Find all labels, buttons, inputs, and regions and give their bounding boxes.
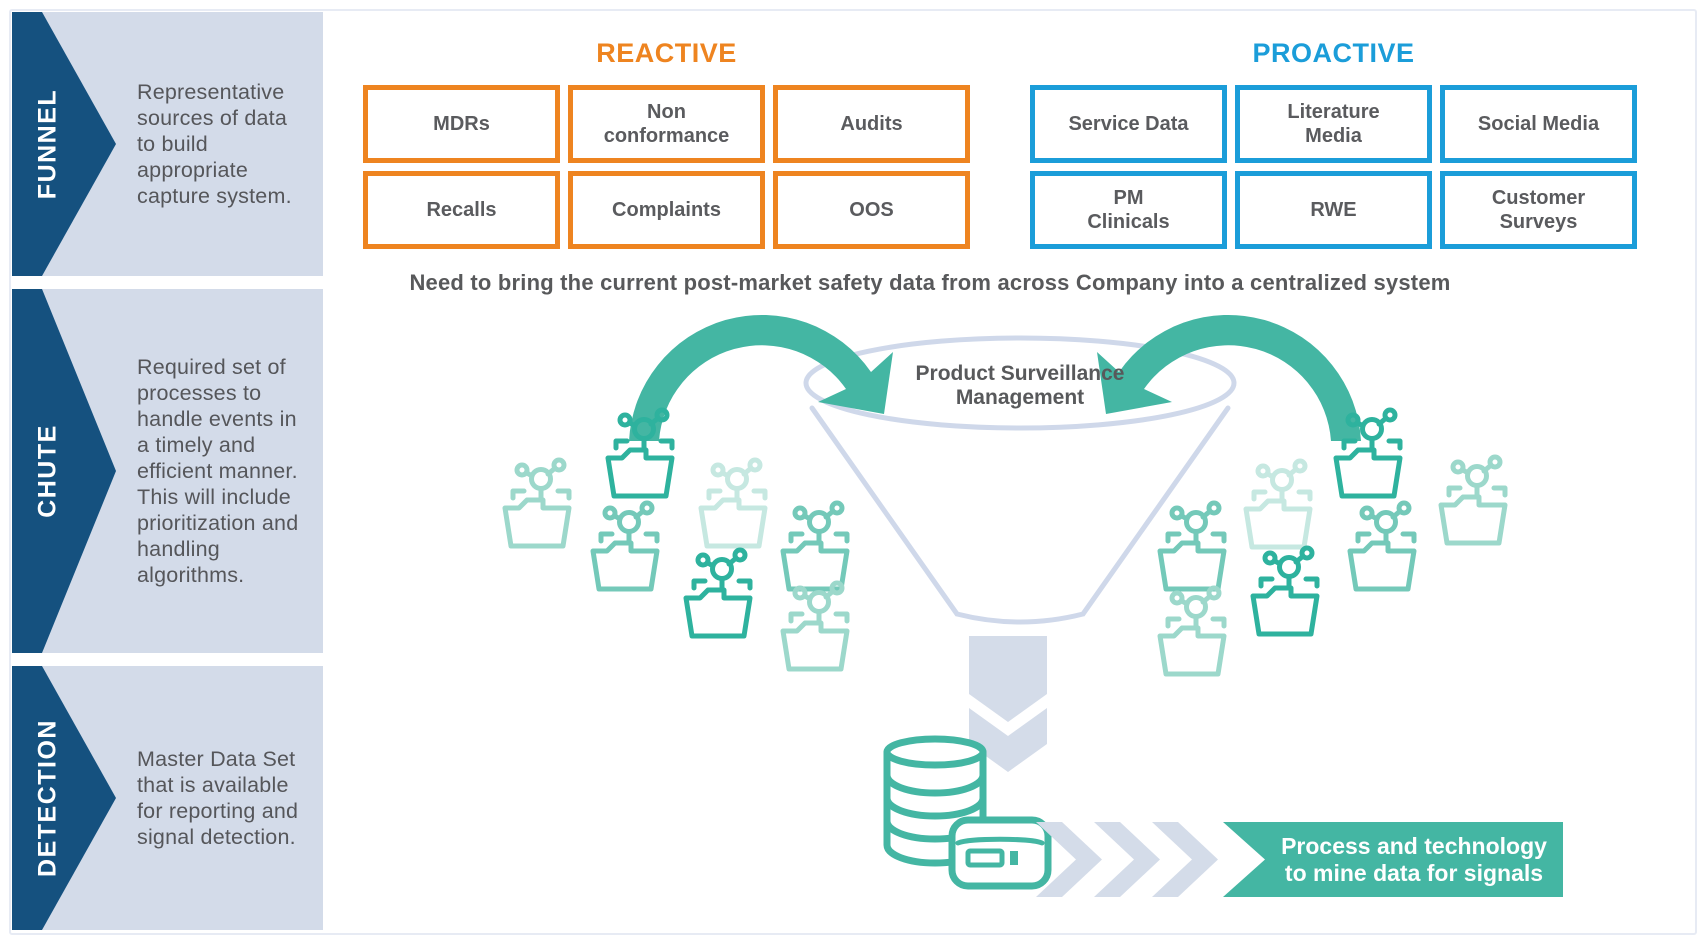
- source-box-label: Service Data: [1068, 113, 1189, 135]
- source-box-label: Audits: [840, 113, 903, 135]
- right-data-folder-icon: [1441, 457, 1505, 543]
- right-data-folder-icon: [1160, 588, 1224, 674]
- flow-arrow-right-icon: [1097, 314, 1361, 441]
- funnel-section-description: Representative sources of data to build …: [137, 80, 292, 208]
- down-arrow-icon: [969, 636, 1047, 772]
- database-icon: [883, 735, 1052, 890]
- source-box-social-media: Social Media: [1440, 85, 1637, 163]
- source-box-audits: Audits: [773, 85, 970, 163]
- sidebar-section-funnel: FUNNEL Representative sources of data to…: [12, 12, 323, 276]
- source-box-label: RWE: [1310, 199, 1357, 221]
- left-data-folder-icon: [701, 460, 765, 546]
- right-folder-cluster: [1160, 410, 1505, 674]
- source-box-label: MDRs: [433, 113, 490, 135]
- source-box-oos: OOS: [773, 171, 970, 249]
- outcome-banner-label: Process and technology to mine data for …: [1281, 832, 1547, 886]
- sidebar-section-detection: DETECTION Master Data Set that is availa…: [12, 666, 323, 930]
- source-box-label: Complaints: [612, 199, 721, 221]
- outcome-banner: Process and technology to mine data for …: [1223, 822, 1563, 897]
- source-box-pm-clinicals: PM Clinicals: [1030, 171, 1227, 249]
- source-box-recalls: Recalls: [363, 171, 560, 249]
- reactive-source-grid: MDRs Non conformance Audits Recalls Complain…: [363, 85, 970, 249]
- flow-arrow-left-icon: [629, 314, 893, 441]
- source-box-label: Recalls: [426, 199, 497, 221]
- right-data-folder-icon: [1246, 461, 1310, 547]
- funnel-outline: [803, 335, 1237, 625]
- flow-arrows: [629, 314, 1361, 441]
- source-box-non-conformance: Non conformance: [568, 85, 765, 163]
- source-box-label: Customer Surveys: [1491, 187, 1586, 233]
- source-box-label: OOS: [849, 199, 894, 221]
- headline-text: Need to bring the current post-market sa…: [409, 270, 1451, 295]
- sidebar-section-chute: CHUTE Required set of processes to handl…: [12, 289, 323, 653]
- source-box-complaints: Complaints: [568, 171, 765, 249]
- chevron-flow: [1036, 822, 1218, 897]
- source-box-service-data: Service Data: [1030, 85, 1227, 163]
- right-data-folder-icon: [1160, 503, 1224, 589]
- chevron-right-icon: [1094, 822, 1160, 897]
- left-data-folder-icon: [593, 503, 657, 589]
- source-box-label: Literature Media: [1287, 101, 1380, 147]
- proactive-source-grid: Service Data Literature Media Social Media…: [1030, 85, 1637, 249]
- reactive-title: REACTIVE: [596, 38, 737, 68]
- left-data-folder-icon: [608, 410, 672, 496]
- left-data-folder-icon: [505, 460, 569, 546]
- source-box-customer-surveys: Customer Surveys: [1440, 171, 1637, 249]
- chute-section-description: Required set of processes to handle even…: [137, 355, 299, 587]
- detection-section-description: Master Data Set that is available for re…: [137, 747, 299, 849]
- source-box-literature-media: Literature Media: [1235, 85, 1432, 163]
- right-data-folder-icon: [1253, 548, 1317, 634]
- right-data-folder-icon: [1350, 503, 1414, 589]
- left-data-folder-icon: [783, 503, 847, 589]
- source-box-label: Social Media: [1477, 113, 1600, 135]
- left-folder-cluster: [505, 410, 847, 669]
- source-box-rwe: RWE: [1235, 171, 1432, 249]
- source-box-label: PM Clinicals: [1087, 187, 1170, 233]
- funnel-title: Product Surveillance Management: [915, 362, 1125, 409]
- left-data-folder-icon: [783, 583, 847, 669]
- source-box-label: Non conformance: [603, 101, 730, 147]
- left-data-folder-icon: [686, 550, 750, 636]
- source-box-mdrs: MDRs: [363, 85, 560, 163]
- proactive-title: PROACTIVE: [1252, 38, 1415, 68]
- chevron-right-icon: [1152, 822, 1218, 897]
